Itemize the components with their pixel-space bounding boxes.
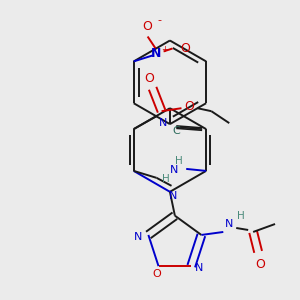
Text: C: C (172, 126, 180, 136)
Text: H: H (162, 174, 170, 184)
Text: N: N (170, 165, 178, 175)
Text: H: H (176, 156, 183, 166)
Text: O: O (143, 20, 153, 33)
Text: O: O (255, 258, 265, 271)
Text: -: - (158, 15, 162, 25)
Text: O: O (145, 72, 154, 85)
Text: N: N (150, 47, 161, 60)
Text: O: O (152, 269, 161, 279)
Text: O: O (184, 100, 194, 113)
Text: N: N (134, 232, 142, 242)
Text: +: + (161, 45, 168, 54)
Text: N: N (169, 191, 177, 201)
Text: N: N (225, 219, 233, 229)
Text: H: H (237, 211, 245, 221)
Text: N: N (195, 263, 203, 273)
Text: N: N (159, 118, 167, 128)
Text: O: O (181, 42, 190, 55)
